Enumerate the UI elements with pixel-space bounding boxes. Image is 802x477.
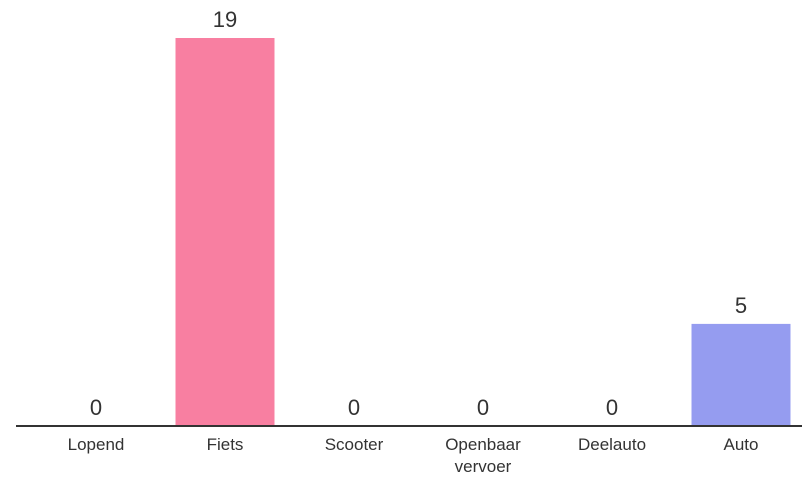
bar-auto: [691, 323, 791, 426]
category-label-openbaar-vervoer-line-2: vervoer: [455, 457, 512, 476]
value-label-deelauto: 0: [606, 395, 618, 420]
value-label-fiets: 19: [213, 7, 237, 32]
category-labels-group: Lopend Fiets Scooter Openbaar vervoer Deelaut…: [68, 435, 759, 476]
category-label-scooter: Scooter: [325, 435, 384, 454]
category-label-lopend: Lopend: [68, 435, 125, 454]
value-label-auto: 5: [735, 293, 747, 318]
bar-fiets: [175, 38, 275, 426]
bars-group: [175, 38, 791, 426]
category-label-fiets: Fiets: [207, 435, 244, 454]
category-label-openbaar-vervoer-line-1: Openbaar: [445, 435, 521, 454]
value-label-lopend: 0: [90, 395, 102, 420]
value-labels-group: 0 19 0 0 0 5: [90, 7, 747, 420]
category-label-auto: Auto: [724, 435, 759, 454]
value-label-openbaar-vervoer: 0: [477, 395, 489, 420]
category-label-deelauto: Deelauto: [578, 435, 646, 454]
value-label-scooter: 0: [348, 395, 360, 420]
